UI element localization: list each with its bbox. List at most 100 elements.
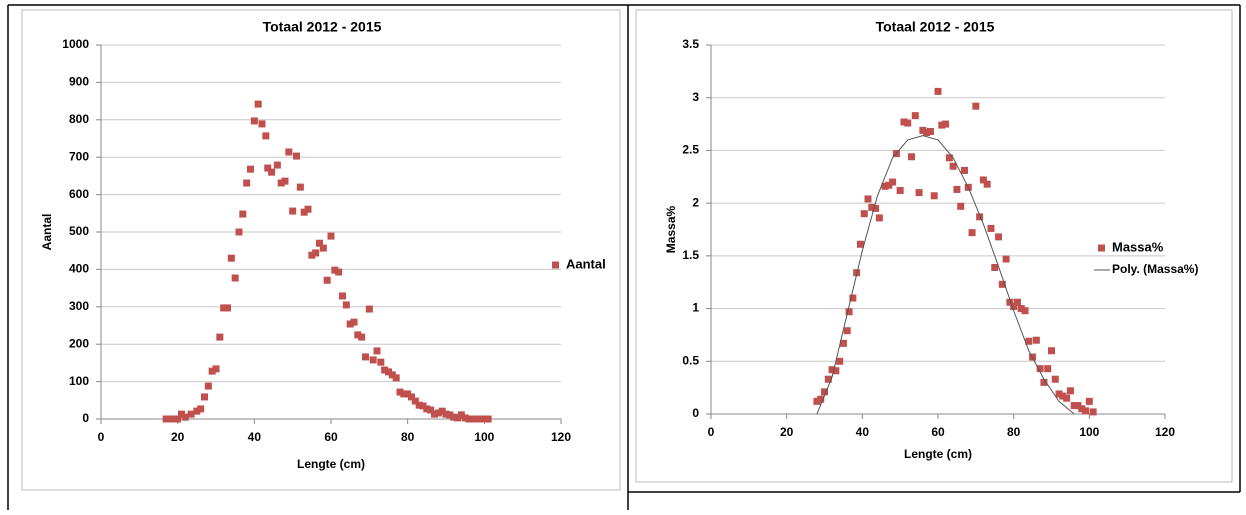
marker	[296, 183, 304, 191]
marker	[224, 304, 231, 312]
marker	[923, 129, 931, 137]
marker	[208, 367, 216, 375]
marker	[1025, 337, 1033, 345]
marker	[957, 202, 965, 210]
y-tick-label: 800	[69, 112, 89, 126]
marker	[1032, 336, 1040, 344]
y-tick-label: 1000	[62, 37, 89, 51]
marker	[273, 161, 281, 169]
marker	[960, 166, 968, 174]
marker	[1010, 302, 1018, 310]
marker	[836, 357, 844, 365]
marker	[864, 195, 872, 203]
marker	[404, 390, 412, 398]
x-tick-label: 0	[98, 430, 105, 444]
marker	[300, 208, 308, 216]
marker	[438, 407, 446, 415]
y-axis-label: Aantal	[40, 214, 54, 251]
marker	[477, 415, 484, 423]
marker	[247, 165, 254, 173]
marker	[968, 229, 976, 237]
marker	[239, 210, 247, 218]
y-tick-label: 100	[69, 374, 89, 388]
marker	[365, 305, 373, 313]
marker	[419, 402, 427, 410]
marker	[484, 415, 492, 423]
x-tick-label: 100	[1079, 425, 1099, 439]
marker	[1002, 255, 1010, 263]
marker	[1055, 390, 1063, 398]
marker	[216, 333, 224, 341]
marker	[461, 414, 469, 422]
marker	[235, 228, 243, 236]
marker	[473, 415, 481, 423]
marker	[1066, 387, 1074, 395]
marker	[908, 153, 916, 161]
x-tick-label: 120	[1155, 425, 1175, 439]
marker	[454, 414, 461, 422]
marker	[281, 177, 289, 185]
marker	[285, 148, 293, 156]
marker	[1036, 365, 1044, 373]
marker	[1021, 307, 1029, 315]
marker	[1082, 407, 1090, 415]
legend-marker	[1098, 244, 1105, 252]
y-tick-label: 3	[692, 90, 699, 104]
x-tick-label: 60	[931, 425, 945, 439]
marker	[411, 397, 419, 405]
marker	[400, 390, 408, 398]
marker	[900, 118, 908, 126]
marker	[860, 210, 868, 218]
x-tick-label: 60	[324, 430, 338, 444]
marker	[995, 233, 1003, 241]
marker	[262, 132, 270, 140]
marker	[930, 192, 938, 200]
marker	[450, 413, 458, 421]
marker	[358, 333, 366, 341]
marker	[350, 318, 358, 326]
marker	[911, 112, 919, 120]
x-tick-label: 100	[474, 430, 494, 444]
marker	[469, 415, 477, 423]
marker	[415, 401, 423, 409]
marker	[373, 347, 381, 355]
marker	[976, 213, 984, 221]
marker	[197, 405, 205, 413]
marker	[1063, 394, 1071, 402]
marker	[346, 320, 354, 328]
x-tick-label: 80	[1007, 425, 1021, 439]
y-tick-label: 500	[69, 224, 89, 238]
marker	[396, 388, 404, 396]
marker	[231, 274, 239, 282]
marker	[304, 205, 312, 213]
marker	[998, 280, 1006, 288]
marker	[915, 189, 923, 197]
x-tick-label: 80	[401, 430, 415, 444]
marker	[204, 382, 212, 390]
marker	[339, 292, 346, 300]
marker	[885, 181, 893, 189]
y-tick-label: 900	[69, 75, 89, 89]
y-tick-label: 400	[69, 262, 89, 276]
legend-marker	[552, 261, 559, 269]
chart-title: Totaal 2012 - 2015	[876, 19, 995, 35]
y-tick-label: 2.5	[682, 143, 699, 157]
marker	[465, 415, 473, 423]
marker	[227, 254, 235, 262]
marker	[824, 375, 832, 383]
marker	[354, 331, 362, 339]
marker	[945, 154, 953, 162]
marker	[1017, 305, 1025, 313]
marker	[1013, 298, 1021, 306]
marker	[817, 395, 825, 403]
chart-title: Totaal 2012 - 2015	[263, 19, 382, 35]
marker	[839, 339, 847, 347]
marker	[431, 410, 438, 418]
marker	[312, 249, 320, 257]
marker	[1078, 405, 1086, 413]
marker	[1059, 392, 1067, 400]
marker	[212, 365, 220, 373]
marker	[934, 87, 942, 95]
marker	[904, 119, 912, 127]
